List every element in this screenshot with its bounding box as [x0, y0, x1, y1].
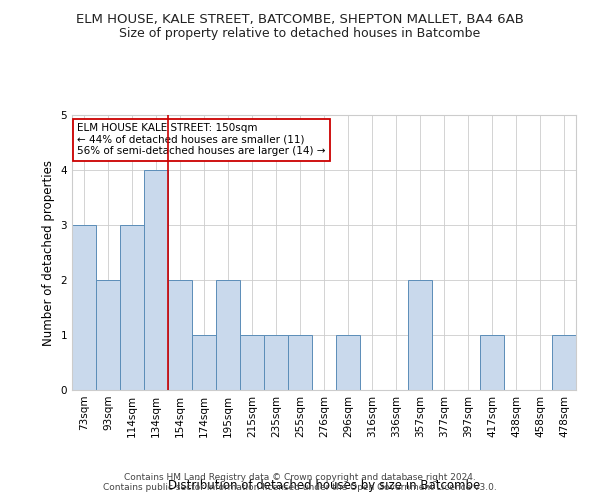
- Bar: [192, 335, 216, 390]
- Bar: [552, 335, 576, 390]
- Bar: [168, 280, 192, 390]
- Text: ELM HOUSE KALE STREET: 150sqm
← 44% of detached houses are smaller (11)
56% of s: ELM HOUSE KALE STREET: 150sqm ← 44% of d…: [77, 123, 326, 156]
- Bar: [144, 170, 168, 390]
- Text: ELM HOUSE, KALE STREET, BATCOMBE, SHEPTON MALLET, BA4 6AB: ELM HOUSE, KALE STREET, BATCOMBE, SHEPTO…: [76, 12, 524, 26]
- Bar: [216, 280, 240, 390]
- Bar: [264, 335, 288, 390]
- Bar: [480, 335, 504, 390]
- Text: Contains HM Land Registry data © Crown copyright and database right 2024.
Contai: Contains HM Land Registry data © Crown c…: [103, 473, 497, 492]
- Text: Size of property relative to detached houses in Batcombe: Size of property relative to detached ho…: [119, 28, 481, 40]
- Bar: [72, 225, 96, 390]
- Bar: [96, 280, 120, 390]
- Bar: [288, 335, 312, 390]
- X-axis label: Distribution of detached houses by size in Batcombe: Distribution of detached houses by size …: [168, 478, 480, 492]
- Y-axis label: Number of detached properties: Number of detached properties: [42, 160, 55, 346]
- Bar: [336, 335, 360, 390]
- Bar: [408, 280, 432, 390]
- Bar: [120, 225, 144, 390]
- Bar: [240, 335, 264, 390]
